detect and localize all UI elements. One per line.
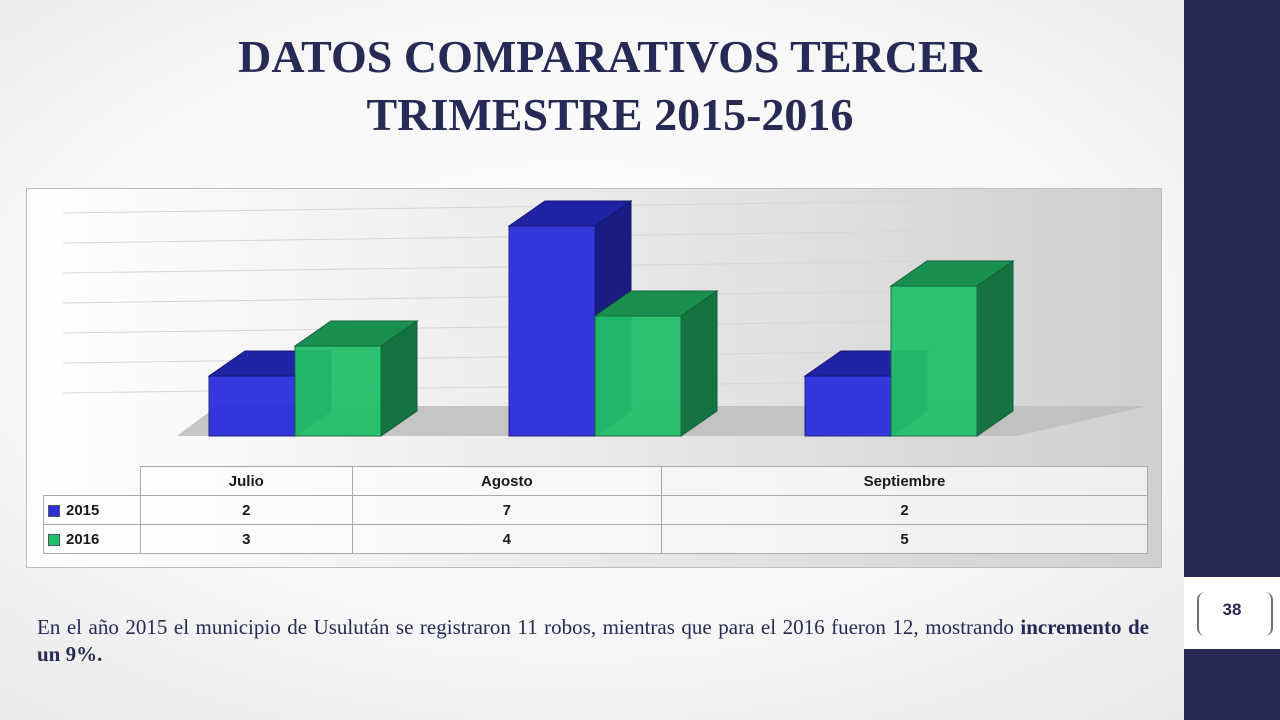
table-corner-cell — [44, 467, 141, 496]
series-label-2016: 2016 — [43, 524, 141, 554]
gridline — [62, 260, 938, 274]
title-line-1: DATOS COMPARATIVOS TERCER — [238, 31, 982, 82]
bar-2015-agosto — [508, 225, 596, 437]
page-number: 38 — [1222, 600, 1242, 619]
bar-2015-septiembre — [804, 375, 892, 437]
caption-paragraph: En el año 2015 el municipio de Usulután … — [37, 614, 1149, 668]
series-name-2016: 2016 — [66, 530, 100, 548]
table-row-2016: 2016 3 4 5 — [43, 524, 1148, 554]
bar-2016-agosto — [594, 315, 682, 437]
series-name-2015: 2015 — [66, 501, 100, 519]
gridline — [62, 320, 938, 334]
gridline — [62, 350, 938, 364]
table-header-agosto: Agosto — [351, 466, 663, 496]
caption-text: En el año 2015 el municipio de Usulután … — [37, 615, 1021, 639]
legend-key-2016 — [48, 533, 60, 546]
cell-2015-septiembre: 2 — [661, 495, 1148, 525]
bar-2016-septiembre-side — [976, 260, 1014, 437]
slide-title: DATOS COMPARATIVOS TERCER TRIMESTRE 2015… — [150, 28, 1070, 144]
gridline — [62, 290, 938, 304]
bar-chart — [62, 200, 1147, 437]
legend-key-2015 — [48, 504, 60, 517]
table-row-2015: 2015 2 7 2 — [43, 495, 1148, 525]
cell-2016-julio: 3 — [140, 524, 353, 554]
table-header-row: Julio Agosto Septiembre — [44, 466, 1148, 496]
cell-2016-agosto: 4 — [351, 524, 663, 554]
chart-data-table: Julio Agosto Septiembre 2015 2 7 2 2016 … — [43, 466, 1148, 554]
series-label-2015: 2015 — [43, 495, 141, 525]
table-header-septiembre: Septiembre — [661, 466, 1148, 496]
chart-area: Julio Agosto Septiembre 2015 2 7 2 2016 … — [26, 188, 1162, 568]
page-number-brackets — [1197, 592, 1273, 636]
cell-2015-agosto: 7 — [351, 495, 663, 525]
title-line-2: TRIMESTRE 2015-2016 — [366, 89, 854, 140]
cell-2015-julio: 2 — [140, 495, 353, 525]
bar-2015-julio — [208, 375, 296, 437]
bar-2016-septiembre — [890, 285, 978, 437]
cell-2016-septiembre: 5 — [661, 524, 1148, 554]
gridline — [62, 200, 938, 214]
table-header-julio: Julio — [140, 466, 353, 496]
caption-emphasis: incremento de un 9%. — [37, 615, 1149, 666]
bar-2016-julio — [294, 345, 382, 437]
gridline — [62, 230, 938, 244]
page-number-box — [1184, 577, 1280, 649]
